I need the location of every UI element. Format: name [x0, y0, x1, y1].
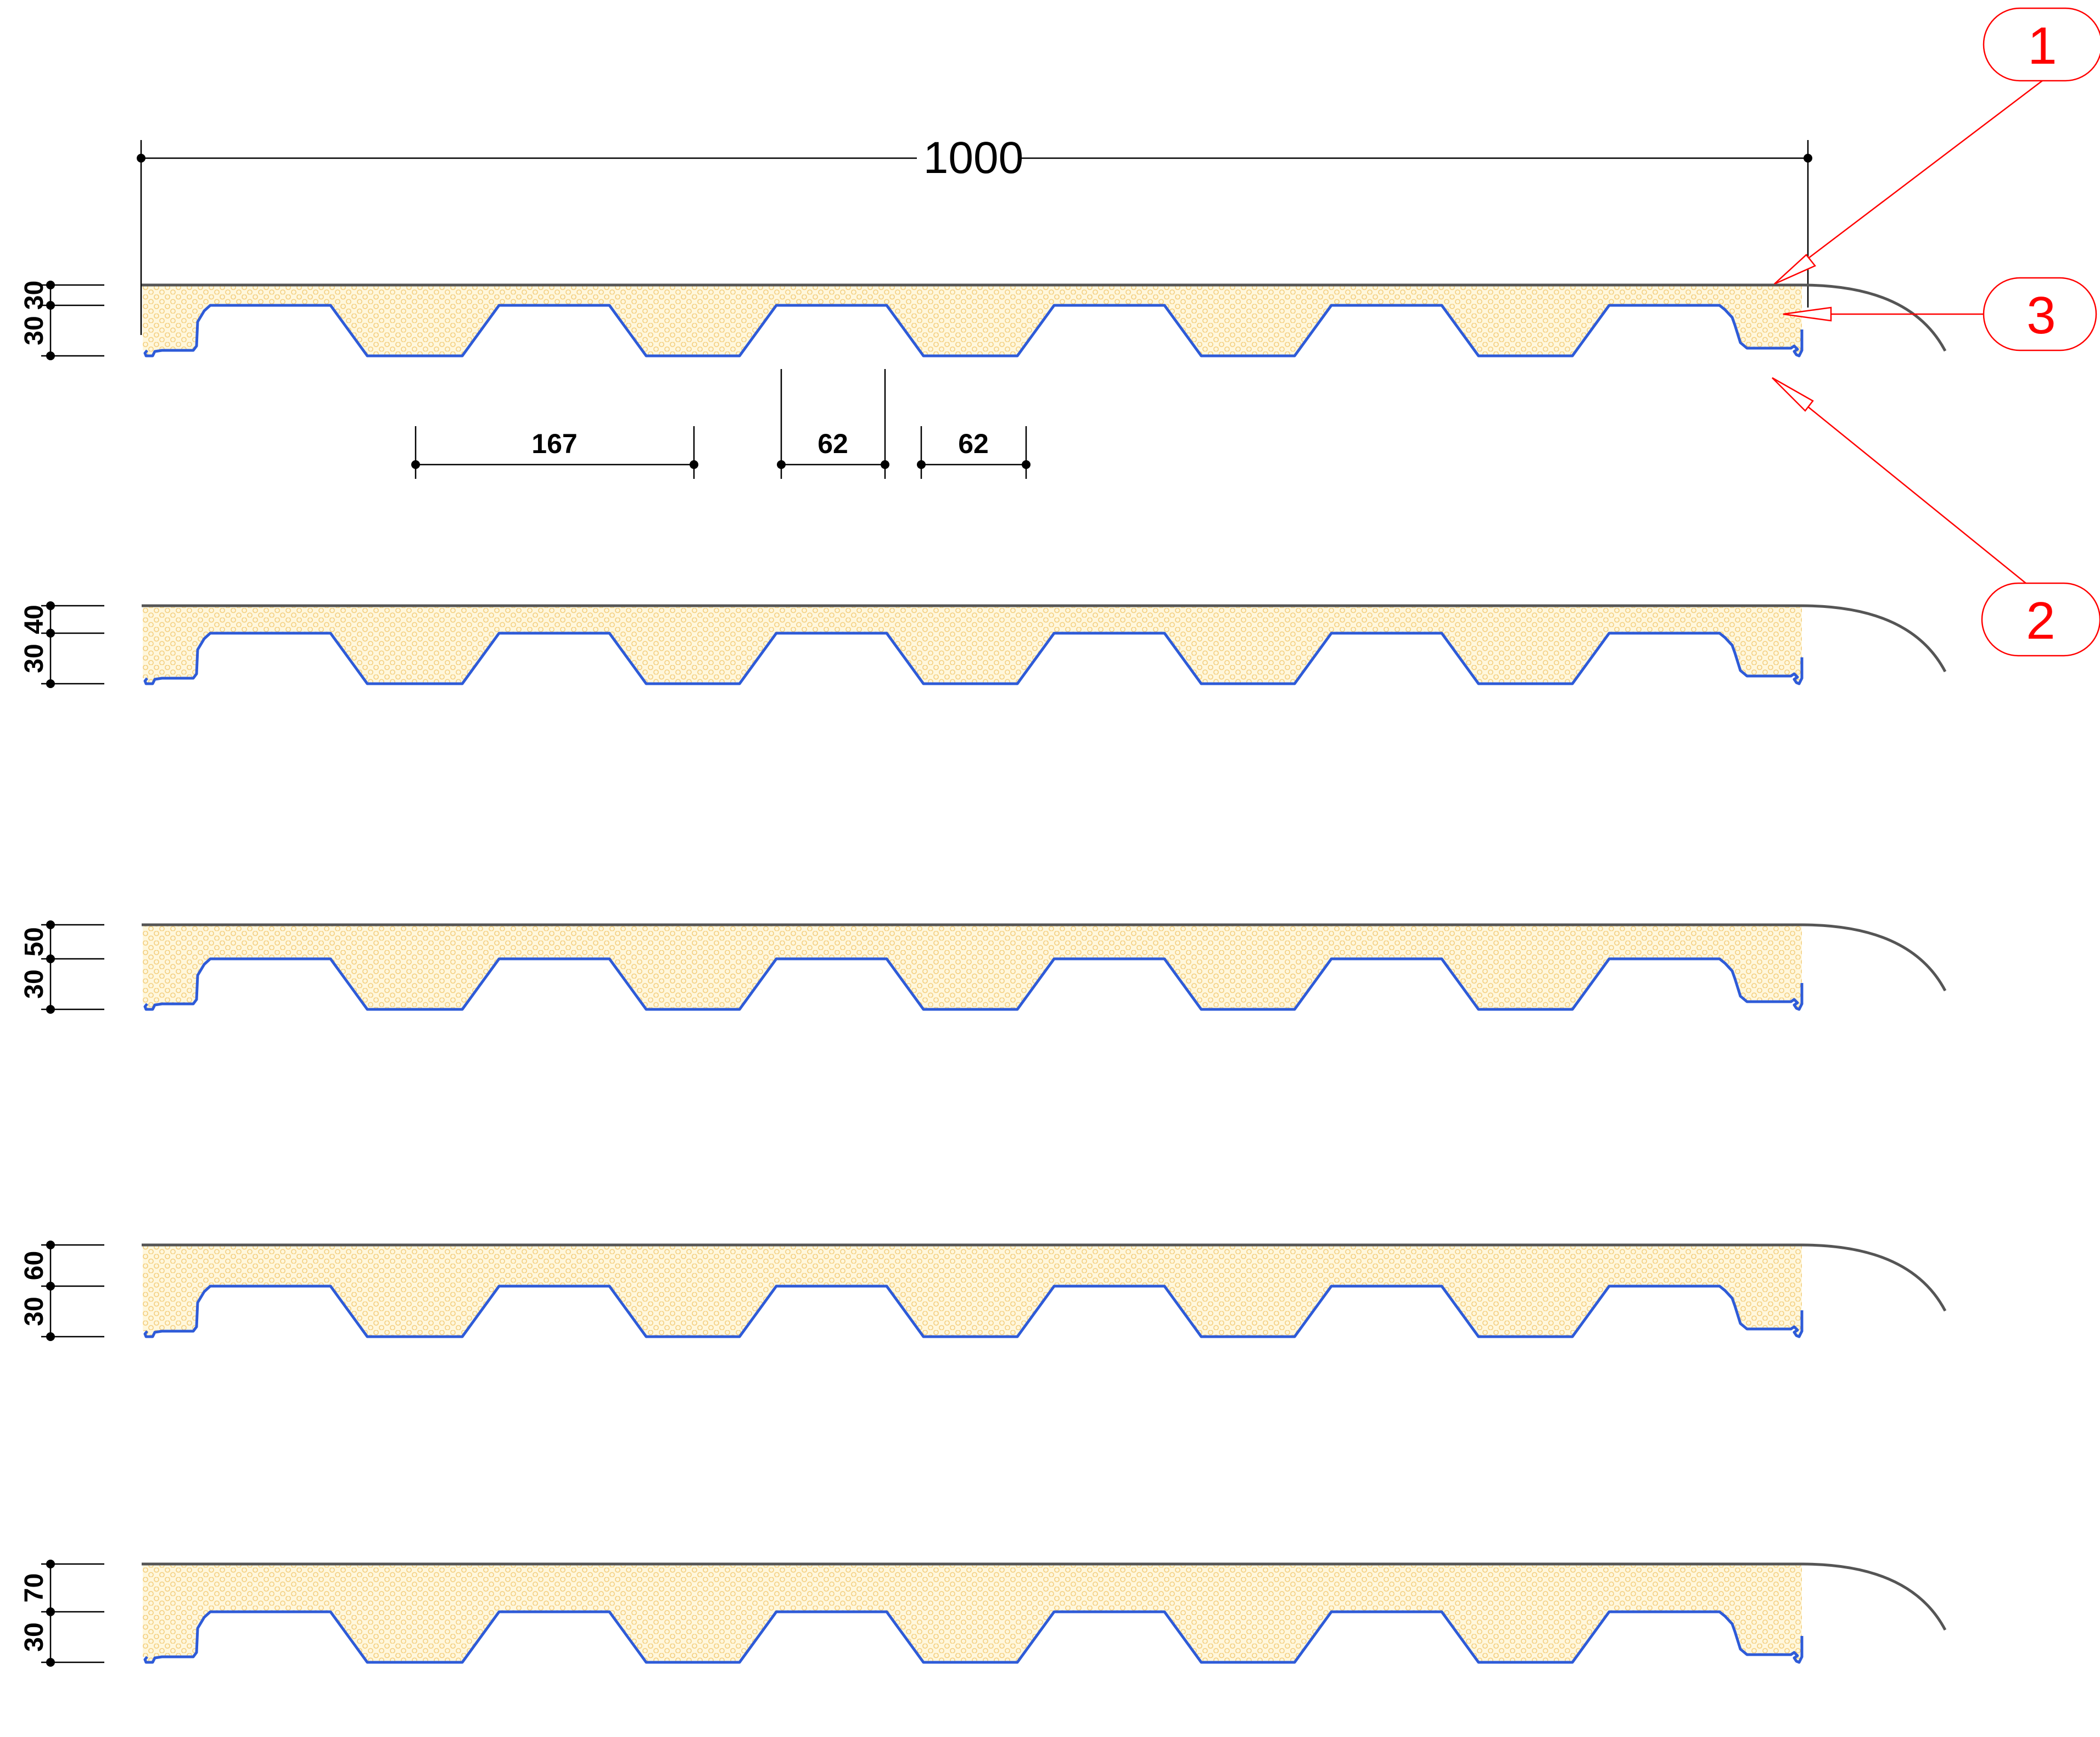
callout-1: 1 — [1774, 7, 2100, 285]
rib-pitch-label: 167 — [531, 428, 577, 459]
rib-height-label: 30 — [20, 316, 49, 345]
callout-3: 3 — [1783, 277, 2097, 351]
callout-arrowhead — [1774, 254, 1816, 285]
panel-4-thickness-dims: 60 30 — [20, 1241, 104, 1341]
top-sheet-curved-edge — [1801, 1562, 1947, 1631]
panel-4-profile — [142, 1243, 1947, 1338]
core-thickness-label: 40 — [20, 605, 49, 634]
rib-top-dimension: 62 — [777, 369, 889, 479]
core-thickness-label: 70 — [20, 1573, 49, 1602]
callout-2-label: 2 — [2026, 591, 2055, 650]
insulation-core — [143, 925, 1802, 1009]
panel-1-profile — [142, 283, 1947, 358]
insulation-core — [143, 1564, 1802, 1662]
rib-height-label: 30 — [20, 969, 49, 998]
panel-5-thickness-dims: 70 30 — [20, 1560, 104, 1667]
overall-width-label: 1000 — [923, 133, 1023, 183]
top-sheet-curved-edge — [1801, 604, 1947, 673]
rib-bottom-dimension: 62 — [917, 426, 1031, 479]
top-sheet-curved-edge — [1801, 283, 1947, 352]
insulation-core — [143, 606, 1802, 684]
rib-height-label: 30 — [20, 644, 49, 673]
panel-2-profile — [142, 604, 1947, 685]
panel-5-profile — [142, 1562, 1947, 1664]
core-thickness-label: 60 — [20, 1251, 49, 1280]
panel-5: 70 30 — [20, 1560, 1947, 1667]
callout-arrowhead — [1772, 377, 1814, 412]
insulation-core — [143, 285, 1802, 356]
rib-height-label: 30 — [20, 1297, 49, 1326]
callout-2: 2 — [1772, 377, 2100, 657]
callout-bubble — [1983, 7, 2100, 82]
bottom-profiled-sheet — [143, 632, 1804, 685]
bottom-profiled-sheet — [143, 1610, 1804, 1664]
core-thickness-label: 50 — [20, 927, 49, 956]
callout-bubble — [1983, 277, 2097, 351]
bottom-profiled-sheet — [143, 1284, 1804, 1338]
callout-bubble — [1981, 582, 2100, 657]
bottom-profiled-sheet — [143, 957, 1804, 1011]
top-sheet-curved-edge — [1801, 923, 1947, 992]
panel-4: 60 30 — [20, 1241, 1947, 1341]
rib-pitch-dimension: 167 — [411, 426, 698, 479]
rib-dimensions: 167 62 62 — [411, 369, 1031, 479]
callout-1-label: 1 — [2028, 16, 2057, 75]
callout-3-label: 3 — [2026, 286, 2056, 345]
core-thickness-label: 30 — [20, 281, 49, 310]
overall-width-dimension: 1000 — [137, 132, 1812, 335]
rib-height-label: 30 — [20, 1622, 49, 1651]
bottom-profiled-sheet — [143, 304, 1804, 358]
callout-arrowhead — [1783, 306, 1832, 322]
rib-bottom-label: 62 — [958, 428, 989, 459]
rib-top-label: 62 — [817, 428, 848, 459]
top-sheet-curved-edge — [1801, 1243, 1947, 1312]
panel-3-profile — [142, 923, 1947, 1011]
insulation-core — [143, 1245, 1802, 1337]
